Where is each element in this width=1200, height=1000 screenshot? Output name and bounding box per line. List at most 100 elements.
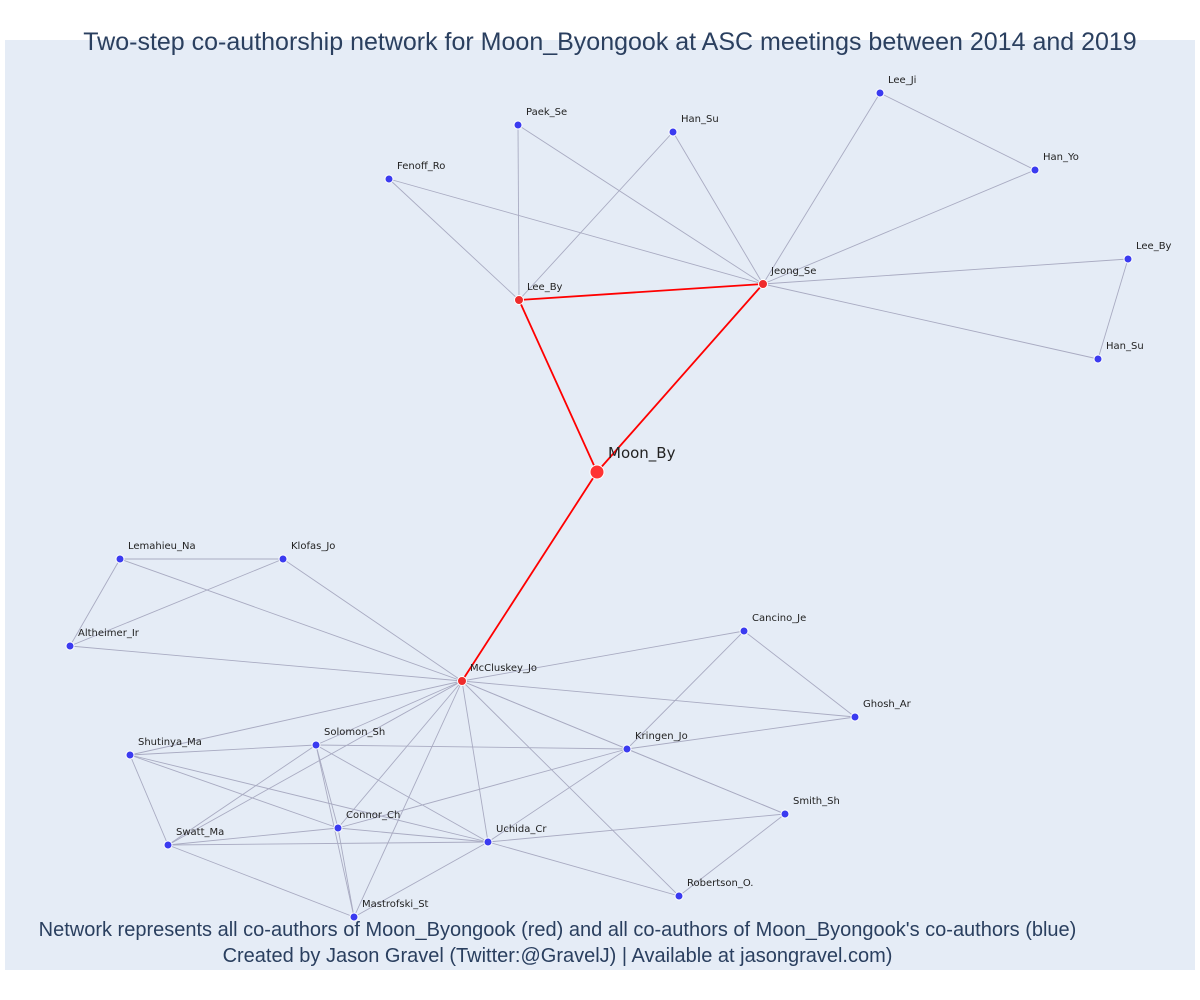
node-marker[interactable] [668,127,678,137]
edge-connor-mastrofski [337,827,355,918]
node-paek[interactable]: Paek_Se [513,107,567,130]
edge-connor-swatt [167,827,339,846]
node-mastrofski[interactable]: Mastrofski_St [349,899,429,922]
node-marker[interactable] [589,464,605,480]
node-marker[interactable] [311,740,321,750]
node-marker[interactable] [875,88,885,98]
node-hansu2[interactable]: Han_Su [1093,341,1144,364]
edge-connor-uchida [337,827,489,843]
edge-mccluskey-shutinya [129,680,463,756]
edge-leeby2-hansu2 [1097,258,1129,360]
node-label: Ghosh_Ar [863,699,912,710]
caption-line-1: Network represents all co-authors of Moo… [38,919,1077,941]
node-solomon[interactable]: Solomon_Sh [311,727,385,750]
node-label: Moon_By [608,444,676,463]
node-robertson[interactable]: Robertson_O. [674,878,753,901]
edge-swatt-mastrofski [167,844,355,918]
edge-leeby1-fenoff [388,178,520,301]
node-label: Fenoff_Ro [397,161,445,172]
node-label: Smith_Sh [793,796,840,807]
node-connor[interactable]: Connor_Ch [333,810,400,833]
edge-kringen-connor [337,748,628,829]
node-marker[interactable] [850,712,860,722]
edge-jeong-fenoff [388,178,764,285]
node-fenoff[interactable]: Fenoff_Ro [384,161,445,184]
node-leeby1[interactable]: Lee_By [514,282,563,305]
edge-uchida-robertson [487,841,680,897]
edge-solomon-connor [315,744,339,829]
node-marker[interactable] [739,626,749,636]
node-leeby2[interactable]: Lee_By [1123,241,1172,264]
caption-line-2: Created by Jason Gravel (Twitter:@Gravel… [222,945,893,967]
node-label: Jeong_Se [770,266,816,277]
node-lemahieu[interactable]: Lemahieu_Na [115,541,196,564]
node-label: Swatt_Ma [176,827,224,838]
node-mccluskey[interactable]: McCluskey_Jo [457,663,538,686]
node-marker[interactable] [513,120,523,130]
node-marker[interactable] [758,279,768,289]
node-marker[interactable] [483,837,493,847]
node-marker[interactable] [674,891,684,901]
node-hansu1[interactable]: Han_Su [668,114,719,137]
node-label: Lee_By [1136,241,1172,252]
node-marker[interactable] [384,174,394,184]
edge-mccluskey-mastrofski [353,680,463,918]
node-marker[interactable] [278,554,288,564]
edge-solomon-kringen [315,744,628,750]
node-marker[interactable] [333,823,343,833]
edge-klofas-altheimer [69,558,284,647]
node-marker[interactable] [65,641,75,651]
node-label: Lemahieu_Na [128,541,196,552]
node-marker[interactable] [1123,254,1133,264]
node-label: Klofas_Jo [291,541,335,552]
node-label: Paek_Se [526,107,567,118]
edge-leeby1-jeong [518,283,764,301]
edge-jeong-hansu1 [672,131,764,285]
node-altheimer[interactable]: Altheimer_Ir [65,628,140,651]
node-cancino[interactable]: Cancino_Je [739,613,806,636]
edge-moon-jeong [596,283,764,473]
node-marker[interactable] [125,750,135,760]
node-marker[interactable] [622,744,632,754]
edge-mccluskey-solomon [315,680,463,746]
edge-jeong-hansu2 [762,283,1099,360]
edge-moon-leeby1 [518,299,598,473]
edge-lemahieu-altheimer [69,558,121,647]
node-kringen[interactable]: Kringen_Jo [622,731,688,754]
edge-kringen-smith [626,748,786,815]
node-marker[interactable] [1093,354,1103,364]
node-moon[interactable]: Moon_By [589,444,676,480]
node-jeong[interactable]: Jeong_Se [758,266,817,289]
node-smith[interactable]: Smith_Sh [780,796,840,819]
node-label: Han_Su [1106,341,1144,352]
node-marker[interactable] [163,840,173,850]
node-shutinya[interactable]: Shutinya_Ma [125,737,202,760]
node-label: Lee_Ji [888,75,916,86]
node-marker[interactable] [1030,165,1040,175]
edge-uchida-mastrofski [353,841,489,918]
node-label: Cancino_Je [752,613,806,624]
node-label: Han_Yo [1043,152,1079,163]
node-label: Han_Su [681,114,719,125]
node-marker[interactable] [780,809,790,819]
node-marker[interactable] [349,912,359,922]
node-leeji[interactable]: Lee_Ji [875,75,916,98]
node-hanyo[interactable]: Han_Yo [1030,152,1079,175]
node-marker[interactable] [514,295,524,305]
node-label: Lee_By [527,282,563,293]
node-klofas[interactable]: Klofas_Jo [278,541,335,564]
edge-mccluskey-ghosh [461,680,856,718]
edge-jeong-leeby2 [762,258,1129,285]
node-uchida[interactable]: Uchida_Cr [483,824,547,847]
node-label: Altheimer_Ir [78,628,140,639]
node-swatt[interactable]: Swatt_Ma [163,827,224,850]
edge-solomon-uchida [315,744,489,843]
node-marker[interactable] [115,554,125,564]
node-marker[interactable] [457,676,467,686]
plot-area [5,40,1195,970]
caption: Network represents all co-authors of Moo… [0,917,1115,969]
edge-shutinya-solomon [129,744,317,756]
node-label: Robertson_O. [687,878,753,889]
node-ghosh[interactable]: Ghosh_Ar [850,699,912,722]
